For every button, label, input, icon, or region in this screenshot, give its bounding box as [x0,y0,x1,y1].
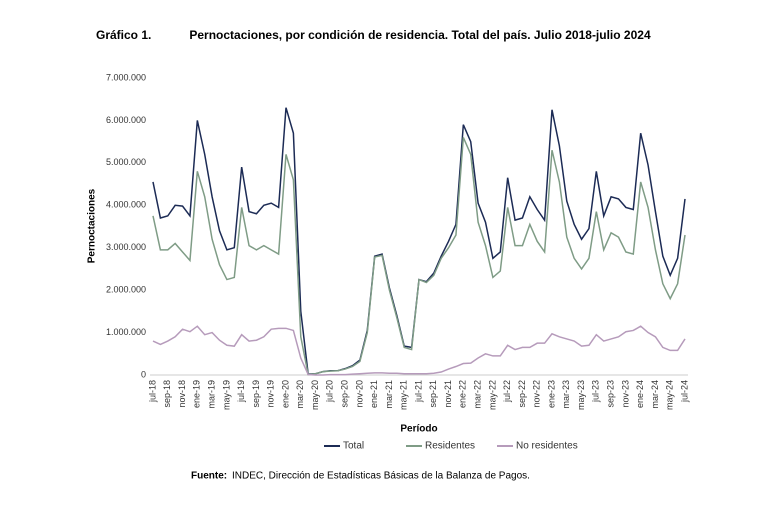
x-tick-label: jul-23 [591,380,601,403]
x-tick-label: ene-20 [280,380,290,408]
x-tick-label: may-24 [665,380,675,410]
x-tick-label: mar-23 [561,380,571,409]
x-tick-label: nov-21 [443,380,453,408]
x-tick-label: jul-19 [236,380,246,403]
x-tick-label: jul-22 [502,380,512,403]
x-axis-label: Período [400,424,437,435]
y-tick-label: 7.000.000 [106,72,146,82]
x-tick-label: nov-23 [620,380,630,408]
x-tick-label: sep-20 [339,380,349,408]
x-tick-label: sep-22 [517,380,527,408]
x-tick-label: may-22 [487,380,497,410]
x-tick-label: jul-20 [325,380,335,403]
source-label: Fuente: [191,471,227,482]
x-tick-label: mar-24 [650,380,660,409]
x-tick-label: nov-20 [354,380,364,408]
legend-label: Residentes [425,441,475,452]
series-line [152,107,686,375]
source-text: INDEC, Dirección de Estadísticas Básicas… [232,471,530,482]
x-tick-label: ene-22 [458,380,468,408]
x-tick-label: ene-24 [635,380,645,408]
x-tick-label: may-23 [576,380,586,410]
series-line [152,137,686,376]
x-tick-label: sep-23 [605,380,615,408]
legend-label: No residentes [516,441,578,452]
x-tick-label: jul-18 [147,380,157,403]
y-tick-label: 6.000.000 [106,115,146,125]
legend-label: Total [343,441,364,452]
y-tick-label: 1.000.000 [106,327,146,337]
x-tick-label: jul-24 [679,380,689,403]
x-tick-label: nov-19 [266,380,276,408]
y-axis-label: Pernoctaciones [87,188,98,263]
x-tick-label: sep-19 [251,380,261,408]
x-tick-label: nov-18 [177,380,187,408]
y-tick-label: 5.000.000 [106,157,146,167]
x-tick-label: ene-23 [546,380,556,408]
x-tick-label: sep-18 [162,380,172,408]
chart-title: Pernoctaciones, por condición de residen… [189,28,651,42]
series-line [152,325,686,376]
x-tick-label: sep-21 [428,380,438,408]
y-tick-label: 4.000.000 [106,200,146,210]
x-tick-label: ene-21 [369,380,379,408]
x-tick-label: mar-20 [295,380,305,409]
x-tick-label: mar-21 [384,380,394,409]
x-tick-label: mar-19 [206,380,216,409]
x-tick-label: nov-22 [532,380,542,408]
figure-label: Gráfico 1. [96,28,151,42]
y-tick-label: 3.000.000 [106,242,146,252]
x-tick-label: may-19 [221,380,231,410]
x-tick-label: may-20 [310,380,320,410]
x-tick-label: mar-22 [472,380,482,409]
y-tick-label: 2.000.000 [106,285,146,295]
y-tick-label: 0 [141,369,146,379]
x-tick-label: may-21 [399,380,409,410]
x-tick-label: jul-21 [413,380,423,403]
x-tick-label: ene-19 [192,380,202,408]
